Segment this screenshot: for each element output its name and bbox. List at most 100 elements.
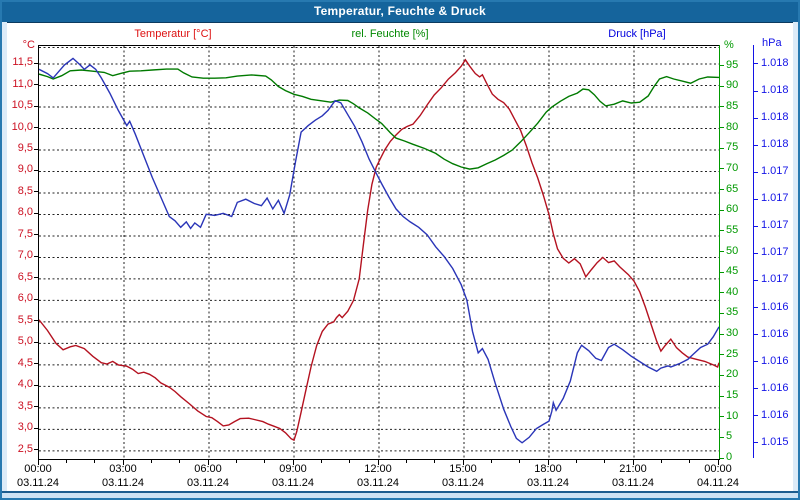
temp-axis-tick [34, 298, 38, 300]
pressure-axis-line [753, 45, 754, 458]
temp-axis-label: 4,0 [17, 378, 33, 391]
temp-axis-label: 9,0 [17, 163, 33, 176]
temp-axis-tick [34, 341, 38, 343]
temp-axis-label: 3,5 [17, 399, 33, 412]
pressure-axis-tick [754, 388, 758, 390]
temp-axis-tick [34, 127, 38, 128]
window-edge-bottom [2, 491, 798, 500]
time-axis-label: 18:00 [534, 463, 562, 475]
humidity-axis-tick [719, 333, 724, 335]
temp-axis-label: 6,5 [17, 270, 33, 283]
temp-axis-tick [34, 169, 38, 171]
date-axis-label: 03.11.24 [101, 477, 145, 489]
date-axis-label: 03.11.24 [356, 477, 400, 489]
date-axis-label: 03.11.24 [441, 477, 485, 489]
humidity-axis-label: 80 [726, 120, 739, 133]
time-axis-minor-tick [349, 460, 351, 463]
time-axis-label: 12:00 [364, 463, 392, 475]
humidity-axis-tick [719, 457, 724, 459]
pressure-axis-tick [754, 63, 758, 65]
series-temperature [39, 58, 719, 442]
time-axis-label: 09:00 [279, 463, 307, 475]
temp-axis-label: 10,0 [11, 120, 33, 133]
temp-axis-tick [34, 191, 38, 193]
humidity-axis-label: 55 [726, 223, 739, 236]
temp-axis-label: 11,5 [12, 56, 33, 69]
temp-axis-tick [34, 449, 38, 451]
unit-label-celsius: °C [22, 39, 35, 51]
pressure-axis-label: 1.016 [761, 327, 789, 340]
humidity-axis-tick [719, 436, 724, 438]
humidity-axis-tick [719, 374, 724, 376]
temp-axis-tick [34, 212, 38, 214]
time-axis-minor-tick [519, 460, 521, 463]
date-axis-label: 03.11.24 [16, 477, 60, 489]
humidity-axis-tick [719, 85, 724, 87]
temp-axis-label: 8,0 [17, 206, 33, 219]
window-edge-left [2, 22, 7, 492]
time-axis-minor-tick [235, 460, 237, 463]
time-axis-label: 15:00 [449, 463, 477, 475]
time-axis-minor-tick [660, 460, 662, 463]
time-axis-label: 00:00 [24, 463, 52, 475]
temp-axis-label: 9,5 [17, 142, 33, 154]
pressure-axis-tick [754, 361, 758, 363]
pressure-axis-tick [754, 252, 758, 254]
series-pressure [39, 57, 719, 444]
pressure-axis-label: 1.016 [761, 408, 789, 421]
humidity-axis-tick [719, 395, 724, 397]
time-axis-minor-tick [320, 460, 322, 463]
pressure-axis-label: 1.017 [761, 273, 789, 286]
humidity-axis-label: 90 [726, 79, 739, 92]
humidity-axis-label: 40 [726, 285, 739, 298]
pressure-axis-label: 1.016 [761, 300, 789, 313]
time-axis-label: 03:00 [109, 463, 137, 475]
humidity-axis-label: 10 [726, 409, 739, 422]
humidity-axis-tick [719, 65, 724, 67]
time-axis-major-tick [547, 460, 549, 465]
time-axis-minor-tick [94, 460, 96, 463]
temp-axis-tick [34, 255, 38, 257]
temp-axis-tick [34, 62, 38, 64]
date-axis-label: 03.11.24 [186, 477, 230, 489]
title-bar[interactable]: Temperatur, Feuchte & Druck [0, 0, 800, 23]
time-axis-major-tick [292, 460, 294, 465]
time-axis-major-tick [632, 460, 634, 465]
unit-label-percent: % [724, 39, 734, 51]
temp-axis-label: 7,5 [17, 227, 33, 240]
time-axis-minor-tick [689, 460, 691, 463]
time-axis-major-tick [462, 460, 464, 465]
pressure-axis-label: 1.017 [761, 192, 789, 205]
pressure-axis-tick [754, 442, 758, 444]
humidity-axis-tick [719, 230, 724, 232]
time-axis-minor-tick [604, 460, 606, 463]
humidity-axis-tick [719, 416, 724, 418]
window-title: Temperatur, Feuchte & Druck [314, 4, 486, 18]
humidity-axis-tick [719, 127, 724, 129]
time-axis-major-tick [122, 460, 124, 465]
legend-humidity: rel. Feuchte [%] [351, 28, 429, 40]
time-axis-minor-tick [179, 460, 181, 463]
temp-axis-label: 3,0 [17, 421, 33, 434]
humidity-axis-tick [719, 312, 724, 314]
humidity-axis-label: 70 [726, 161, 739, 174]
time-axis-label: 00:00 [704, 463, 732, 475]
time-axis-minor-tick [405, 460, 407, 463]
pressure-axis-label: 1.018 [761, 138, 789, 151]
temp-axis-label: 6,0 [17, 292, 33, 305]
time-axis-label: 06:00 [194, 463, 222, 475]
time-axis-major-tick [37, 460, 39, 465]
plot-area [38, 45, 720, 460]
pressure-axis-tick [754, 307, 758, 309]
pressure-axis-tick [754, 90, 758, 92]
humidity-axis-tick [719, 189, 724, 191]
temp-axis-tick [34, 84, 38, 86]
temp-axis-tick [34, 406, 38, 408]
humidity-axis-label: 35 [726, 306, 739, 319]
humidity-axis-label: 95 [726, 58, 739, 71]
temp-axis-tick [34, 277, 38, 279]
temp-axis-tick [34, 363, 38, 365]
humidity-axis-label: 0 [726, 451, 733, 463]
humidity-axis-label: 25 [726, 347, 739, 360]
